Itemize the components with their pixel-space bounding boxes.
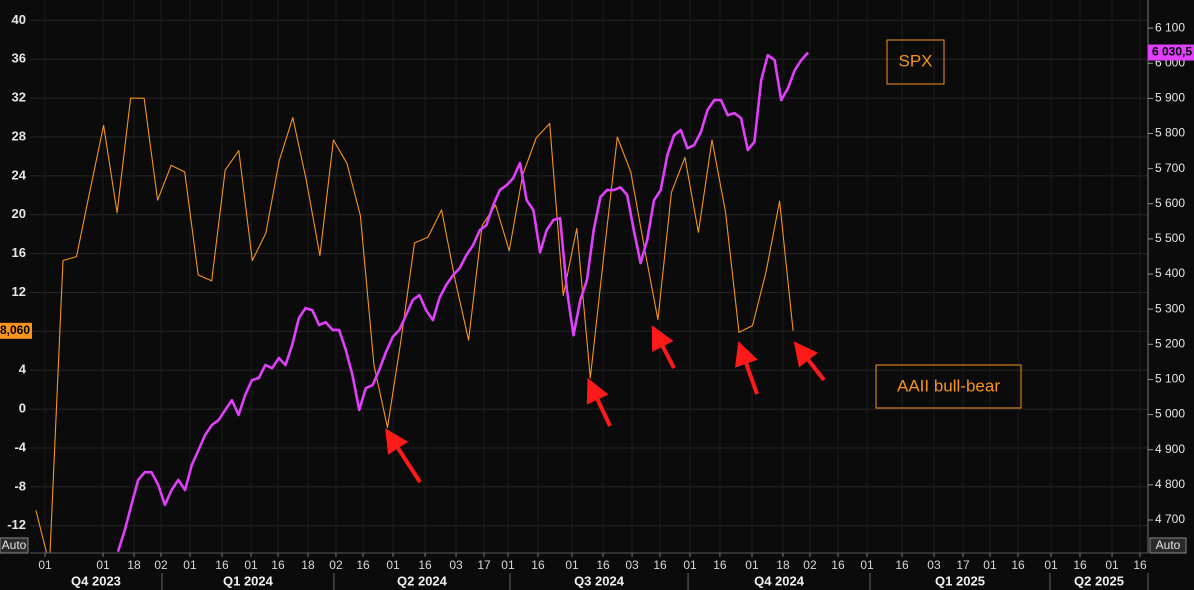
x-group-label: Q2 2024 [397, 573, 448, 588]
annotation: AAII bull-bear [897, 376, 1000, 395]
x-tick-label: 01 [860, 558, 874, 572]
x-tick-label: 03 [449, 558, 463, 572]
x-tick-label: 01 [183, 558, 197, 572]
last-value-box [1148, 44, 1194, 61]
x-group-label: Q1 2024 [223, 573, 274, 588]
last-value-label: 6 030,5 [1152, 45, 1192, 59]
y-tick-label: -4 [14, 439, 26, 454]
arrow [586, 377, 612, 427]
last-value-label: 8,060 [0, 323, 30, 337]
button-frame[interactable] [0, 537, 29, 554]
x-tick-label: 18 [776, 558, 790, 572]
y2-tick-label: 5 200 [1155, 336, 1185, 350]
arrows [385, 325, 826, 484]
x-tick-label: 16 [531, 558, 545, 572]
arrow [793, 341, 826, 382]
x-group-label: Q3 2024 [574, 573, 625, 588]
x-tick-label: 16 [1133, 558, 1147, 572]
y-tick-label: 40 [12, 12, 26, 27]
y-tick-label: 12 [12, 284, 26, 299]
annotation-box [886, 39, 945, 85]
x-tick-label: 18 [127, 558, 141, 572]
arrow [735, 341, 759, 395]
x-tick-label: 01 [745, 558, 759, 572]
x-tick-label: 16 [895, 558, 909, 572]
y2-tick-label: 5 900 [1155, 91, 1185, 105]
x-tick-label: 03 [625, 558, 639, 572]
x-tick-label: 16 [653, 558, 667, 572]
plot [35, 51, 810, 553]
y-tick-label: -8 [14, 478, 26, 493]
auto-button[interactable]: Auto [0, 537, 29, 554]
x-tick-label: 01 [1105, 558, 1119, 572]
x-group-label: Q4 2023 [71, 573, 121, 588]
y2-tick-label: 4 700 [1155, 512, 1185, 526]
x-tick-label: 02 [329, 558, 343, 572]
y2-tick-label: 5 400 [1155, 266, 1185, 280]
x-tick-label: 16 [1011, 558, 1025, 572]
x-tick-label: 02 [154, 558, 168, 572]
y2-tick-label: 4 800 [1155, 477, 1185, 491]
x-group-label: Q4 2024 [754, 573, 805, 588]
x-tick-label: 01 [38, 558, 52, 572]
arrow [651, 325, 676, 369]
x-tick-label: 16 [356, 558, 370, 572]
button-label[interactable]: Auto [1156, 538, 1181, 552]
x-tick-label: 16 [713, 558, 727, 572]
y-tick-label: 24 [12, 167, 27, 182]
last-value-box [0, 322, 32, 339]
x-tick-label: 01 [683, 558, 697, 572]
y-tick-label: 20 [12, 206, 26, 221]
x-tick-label: 16 [1073, 558, 1087, 572]
y2-tick-label: 4 900 [1155, 442, 1185, 456]
y2-tick-label: 5 500 [1155, 231, 1185, 245]
series-line [35, 97, 794, 553]
x-tick-label: 18 [301, 558, 315, 572]
y2-tick-label: 5 100 [1155, 372, 1185, 386]
y-tick-label: 32 [12, 90, 26, 105]
annotation-box [875, 364, 1022, 409]
x-tick-label: 16 [831, 558, 845, 572]
y-tick-label: 36 [12, 51, 26, 66]
x-tick-label: 01 [244, 558, 258, 572]
y-tick-label: 0 [19, 401, 26, 416]
x-tick-label: 01 [386, 558, 400, 572]
y2-tick-label: 5 800 [1155, 126, 1185, 140]
annotation: SPX [898, 51, 932, 70]
button-frame[interactable] [1149, 537, 1187, 554]
x-tick-label: 16 [418, 558, 432, 572]
x-tick-label: 02 [803, 558, 817, 572]
grid [30, 0, 1148, 553]
y-tick-label: -12 [7, 517, 26, 532]
x-tick-label: 01 [96, 558, 110, 572]
y-tick-label: 16 [12, 245, 26, 260]
y2-tick-label: 5 700 [1155, 161, 1185, 175]
y2-tick-label: 6 100 [1155, 20, 1185, 34]
x-tick-label: 01 [565, 558, 579, 572]
x-tick-label: 01 [1044, 558, 1058, 572]
x-tick-label: 16 [215, 558, 229, 572]
button-label[interactable]: Auto [2, 538, 27, 552]
y2-tick-label: 5 000 [1155, 407, 1185, 421]
x-tick-label: 16 [596, 558, 610, 572]
y2-tick-label: 5 300 [1155, 301, 1185, 315]
x-tick-label: 16 [271, 558, 285, 572]
y2-tick-label: 5 600 [1155, 196, 1185, 210]
x-tick-label: 01 [501, 558, 515, 572]
auto-button[interactable]: Auto [1149, 537, 1187, 554]
series-line [116, 51, 810, 552]
y-tick-label: 4 [19, 362, 27, 377]
x-tick-label: 17 [477, 558, 491, 572]
x-tick-label: 17 [956, 558, 970, 572]
x-tick-label: 03 [927, 558, 941, 572]
x-group-label: Q2 2025 [1074, 573, 1124, 588]
y-tick-label: 28 [12, 128, 26, 143]
x-group-label: Q1 2025 [935, 573, 985, 588]
arrow [385, 428, 422, 484]
x-tick-label: 01 [983, 558, 997, 572]
